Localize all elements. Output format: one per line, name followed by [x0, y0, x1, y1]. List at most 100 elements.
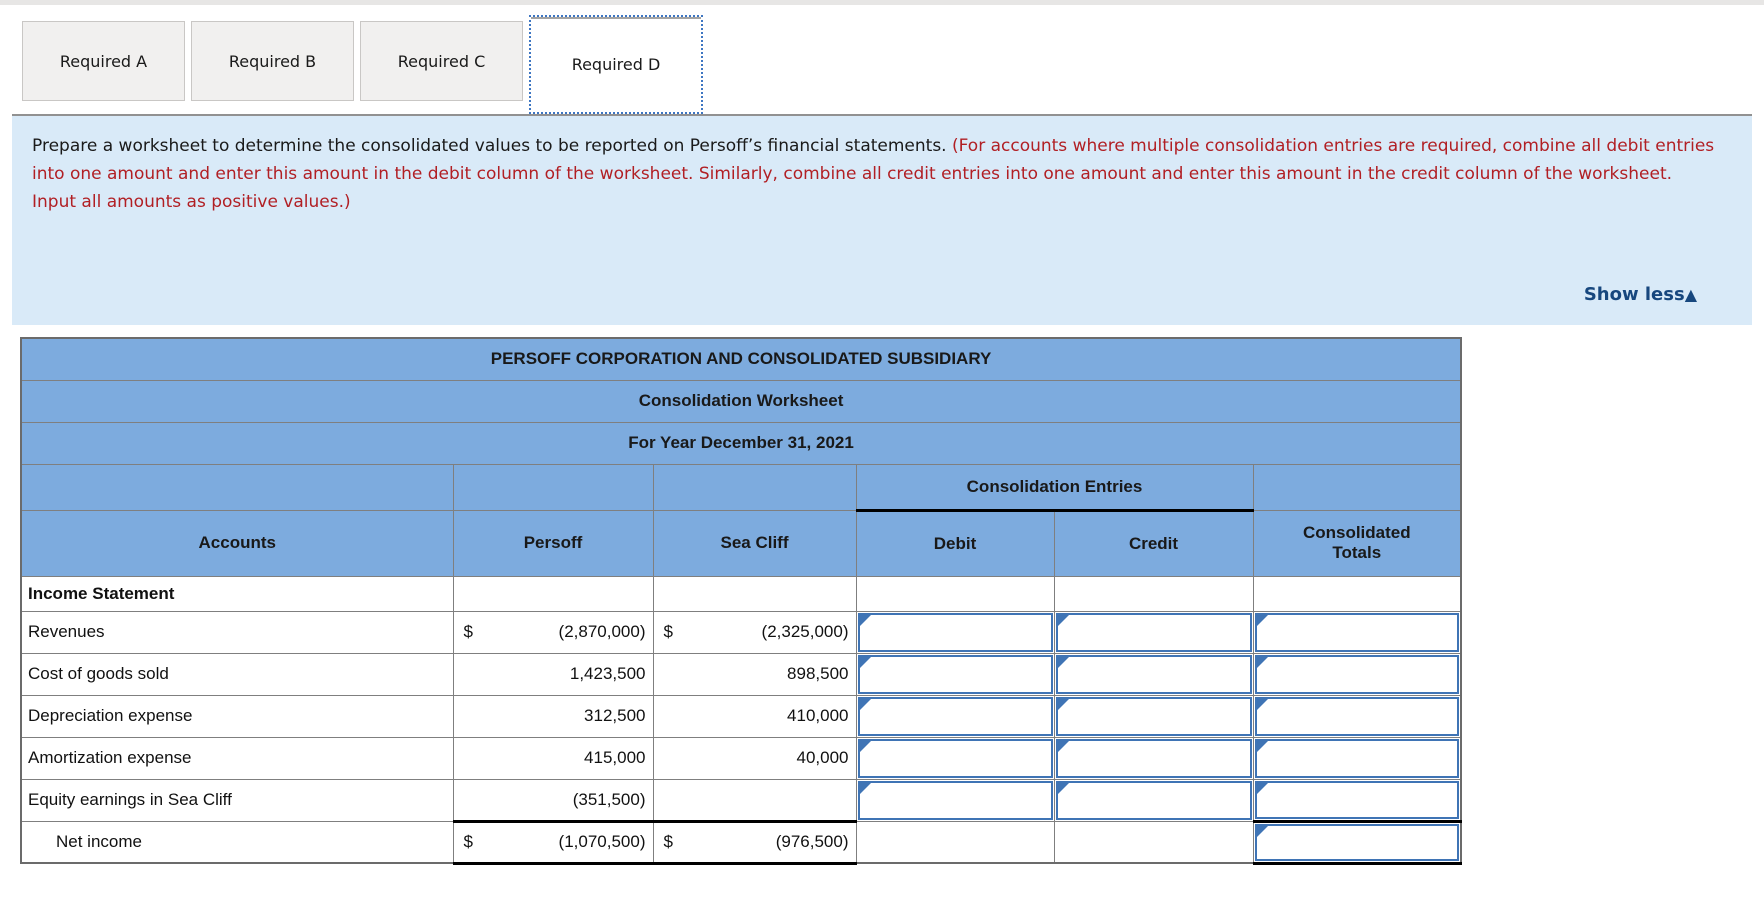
section-label: Income Statement	[20, 575, 454, 612]
subtitle-row: Consolidation Worksheet	[20, 379, 1462, 423]
input-amortization-credit[interactable]	[1055, 738, 1252, 778]
amount: (351,500)	[572, 789, 646, 809]
required-tabs: Required A Required B Required C Require…	[22, 15, 703, 114]
currency-symbol: $	[463, 622, 473, 641]
input-equity-debit[interactable]	[857, 780, 1053, 820]
section-row-income-statement: Income Statement	[20, 575, 1462, 612]
tab-label: Required B	[228, 51, 317, 71]
account-label: Depreciation expense	[20, 694, 454, 738]
col-header-debit: Debit	[855, 509, 1055, 577]
tab-required-c[interactable]: Required C	[360, 21, 523, 101]
worksheet-period: For Year December 31, 2021	[20, 421, 1462, 465]
sea-cliff-value-cell	[652, 778, 857, 822]
totals-cell	[1252, 610, 1462, 654]
col-header-sea-cliff: Sea Cliff	[652, 509, 857, 577]
title-row: PERSOFF CORPORATION AND CONSOLIDATED SUB…	[20, 337, 1462, 381]
empty-cell	[652, 575, 857, 612]
debit-cell	[855, 778, 1055, 822]
input-revenues-credit[interactable]	[1055, 612, 1252, 652]
input-revenues-debit[interactable]	[857, 612, 1053, 652]
input-equity-credit[interactable]	[1055, 780, 1252, 820]
input-depreciation-debit[interactable]	[857, 696, 1053, 736]
tab-label: Required A	[59, 51, 148, 71]
amount: 410,000	[787, 706, 849, 725]
input-depreciation-totals[interactable]	[1254, 696, 1460, 736]
persoff-value-cell: 1,423,500	[452, 652, 654, 696]
totals-cell	[1252, 652, 1462, 696]
col-header-accounts: Accounts	[20, 509, 454, 577]
totals-cell	[1252, 694, 1462, 738]
account-label: Cost of goods sold	[20, 652, 454, 696]
input-cogs-credit[interactable]	[1055, 654, 1252, 694]
chevron-up-icon: ▲	[1684, 285, 1697, 304]
instruction-panel: Prepare a worksheet to determine the con…	[12, 114, 1752, 325]
worksheet-title: PERSOFF CORPORATION AND CONSOLIDATED SUB…	[20, 337, 1462, 381]
tab-required-d[interactable]: Required D	[529, 15, 703, 114]
amount: 898,500	[787, 664, 849, 683]
tab-label: Required D	[571, 55, 661, 74]
table-row-amortization-expense: Amortization expense 415,000 40,000	[20, 736, 1462, 780]
input-amortization-totals[interactable]	[1254, 738, 1460, 778]
top-divider-bar	[0, 0, 1764, 5]
empty-cell	[452, 575, 654, 612]
tab-label: Required C	[397, 51, 486, 71]
totals-cell	[1252, 778, 1462, 822]
consolidation-entries-header: Consolidation Entries	[855, 463, 1254, 512]
worksheet-table: PERSOFF CORPORATION AND CONSOLIDATED SUB…	[20, 337, 1463, 865]
instruction-text-warning: (For accounts where multiple consolidati…	[32, 136, 1715, 212]
show-less-link[interactable]: Show less▲	[1584, 281, 1697, 309]
sea-cliff-value-cell: $ (2,325,000)	[652, 610, 857, 654]
currency-symbol: $	[463, 832, 473, 851]
account-label: Amortization expense	[20, 736, 454, 780]
amount: 1,423,500	[569, 664, 646, 683]
account-label: Revenues	[20, 610, 454, 654]
empty-cell	[1252, 575, 1462, 612]
table-row-cost-of-goods-sold: Cost of goods sold 1,423,500 898,500	[20, 652, 1462, 696]
persoff-value-cell: (351,500)	[452, 778, 654, 822]
input-cogs-totals[interactable]	[1254, 654, 1460, 694]
debit-cell	[855, 610, 1055, 654]
tab-required-a[interactable]: Required A	[22, 21, 185, 101]
col-header-persoff: Persoff	[452, 509, 654, 577]
show-less-label: Show less	[1583, 284, 1685, 305]
table-row-equity-earnings: Equity earnings in Sea Cliff (351,500)	[20, 778, 1462, 822]
input-amortization-debit[interactable]	[857, 738, 1053, 778]
consolidation-worksheet: PERSOFF CORPORATION AND CONSOLIDATED SUB…	[20, 337, 1463, 865]
tab-required-b[interactable]: Required B	[191, 21, 354, 101]
amount: (2,325,000)	[761, 622, 849, 641]
debit-cell	[855, 736, 1055, 780]
input-netincome-totals[interactable]	[1254, 824, 1460, 860]
table-row-net-income: Net income $ (1,070,500) $ (976,500)	[20, 819, 1462, 865]
col-header-credit: Credit	[1053, 509, 1254, 577]
input-equity-totals[interactable]	[1254, 780, 1460, 819]
persoff-value-cell: 312,500	[452, 694, 654, 738]
credit-cell	[1053, 820, 1254, 864]
account-label: Equity earnings in Sea Cliff	[20, 778, 454, 822]
empty-header-cell	[1252, 463, 1462, 511]
input-revenues-totals[interactable]	[1254, 612, 1460, 652]
column-header-row: Accounts Persoff Sea Cliff Debit Credit …	[20, 509, 1462, 577]
credit-cell	[1053, 610, 1254, 654]
persoff-value-cell: $ (2,870,000)	[452, 610, 654, 654]
input-depreciation-credit[interactable]	[1055, 696, 1252, 736]
amount: (976,500)	[775, 832, 849, 851]
table-row-revenues: Revenues $ (2,870,000) $ (2,325,000)	[20, 610, 1462, 654]
worksheet-subtitle: Consolidation Worksheet	[20, 379, 1462, 423]
col-header-consolidated-totals: Consolidated Totals	[1252, 509, 1462, 577]
instruction-text-main: Prepare a worksheet to determine the con…	[32, 136, 952, 156]
credit-cell	[1053, 736, 1254, 780]
credit-cell	[1053, 778, 1254, 822]
amount: (2,870,000)	[558, 622, 646, 641]
input-cogs-debit[interactable]	[857, 654, 1053, 694]
amount: 415,000	[584, 748, 646, 767]
amount: 40,000	[796, 748, 849, 767]
table-row-depreciation-expense: Depreciation expense 312,500 410,000	[20, 694, 1462, 738]
persoff-value-cell: $ (1,070,500)	[452, 819, 654, 865]
sea-cliff-value-cell: $ (976,500)	[652, 819, 857, 865]
amount: (1,070,500)	[558, 832, 646, 851]
empty-header-cell	[20, 463, 454, 511]
empty-cell	[1053, 575, 1254, 612]
currency-symbol: $	[663, 832, 673, 851]
amount: 312,500	[584, 706, 646, 725]
totals-cell	[1252, 819, 1462, 865]
